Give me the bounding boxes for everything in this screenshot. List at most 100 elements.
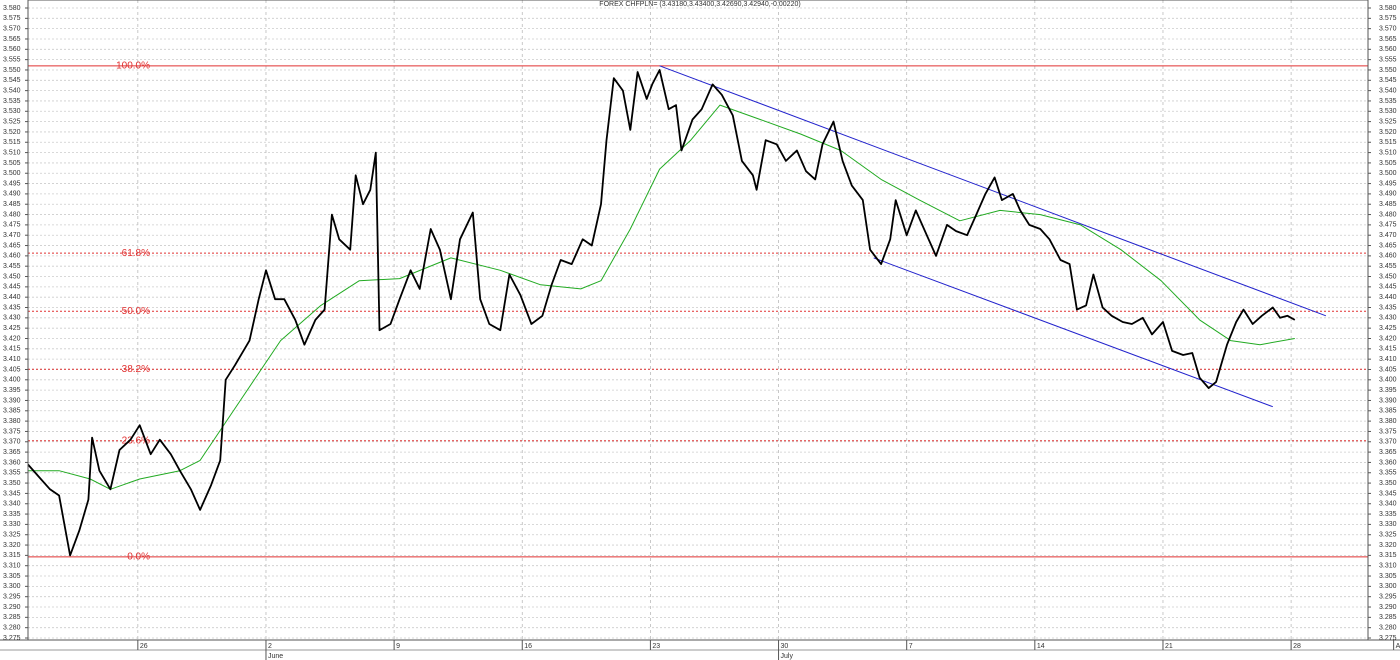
- y-tick-label: 3.575: [1379, 15, 1397, 22]
- y-tick-label: 3.535: [1379, 98, 1397, 105]
- y-tick-label: 3.400: [1379, 377, 1397, 384]
- y-tick-label: 3.360: [3, 459, 21, 466]
- y-tick-label: 3.465: [3, 242, 21, 249]
- y-tick-label: 3.380: [1379, 418, 1397, 425]
- y-tick-label: 3.510: [3, 149, 21, 156]
- y-tick-label: 3.285: [3, 614, 21, 621]
- y-tick-label: 3.275: [3, 635, 21, 642]
- y-tick-label: 3.420: [3, 335, 21, 342]
- y-tick-label: 3.295: [1379, 594, 1397, 601]
- y-tick-label: 3.545: [1379, 77, 1397, 84]
- level-label: 38.2%: [122, 364, 150, 375]
- y-tick-label: 3.475: [1379, 222, 1397, 229]
- level-label: 23.6%: [122, 435, 150, 446]
- x-tick-label: 30: [781, 643, 789, 650]
- y-tick-label: 3.580: [1379, 5, 1397, 12]
- y-tick-label: 3.280: [1379, 625, 1397, 632]
- y-tick-label: 3.295: [3, 594, 21, 601]
- y-tick-label: 3.465: [1379, 242, 1397, 249]
- y-tick-label: 3.425: [3, 325, 21, 332]
- y-tick-label: 3.325: [1379, 532, 1397, 539]
- y-tick-label: 3.555: [1379, 56, 1397, 63]
- y-tick-label: 3.460: [1379, 253, 1397, 260]
- y-tick-label: 3.475: [3, 222, 21, 229]
- y-tick-label: 3.325: [3, 532, 21, 539]
- y-tick-label: 3.450: [3, 273, 21, 280]
- y-tick-label: 3.540: [3, 87, 21, 94]
- y-tick-label: 3.485: [1379, 201, 1397, 208]
- y-tick-label: 3.405: [1379, 366, 1397, 373]
- y-tick-label: 3.385: [3, 408, 21, 415]
- series-line: [873, 257, 1273, 408]
- y-tick-label: 3.275: [1379, 635, 1397, 642]
- y-tick-label: 3.485: [3, 201, 21, 208]
- y-tick-label: 3.480: [3, 211, 21, 218]
- y-tick-label: 3.410: [3, 356, 21, 363]
- y-tick-label: 3.470: [1379, 232, 1397, 239]
- y-tick-label: 3.490: [3, 191, 21, 198]
- y-tick-label: 3.525: [1379, 118, 1397, 125]
- y-tick-label: 3.390: [3, 397, 21, 404]
- y-tick-label: 3.305: [3, 573, 21, 580]
- y-tick-label: 3.550: [1379, 67, 1397, 74]
- y-tick-label: 3.340: [1379, 501, 1397, 508]
- y-tick-label: 3.310: [3, 563, 21, 570]
- y-tick-label: 3.320: [3, 542, 21, 549]
- y-tick-label: 3.515: [3, 139, 21, 146]
- y-tick-label: 3.300: [1379, 583, 1397, 590]
- y-tick-label: 3.360: [1379, 459, 1397, 466]
- y-tick-label: 3.525: [3, 118, 21, 125]
- y-tick-label: 3.355: [1379, 470, 1397, 477]
- y-tick-label: 3.565: [1379, 36, 1397, 43]
- series-line: [659, 65, 1327, 317]
- y-tick-label: 3.375: [1379, 428, 1397, 435]
- y-tick-label: 3.510: [1379, 149, 1397, 156]
- y-tick-label: 3.315: [3, 552, 21, 559]
- month-label: June: [268, 653, 283, 660]
- y-tick-label: 3.420: [1379, 335, 1397, 342]
- y-tick-label: 3.355: [3, 470, 21, 477]
- y-tick-label: 3.455: [1379, 263, 1397, 270]
- y-tick-label: 3.350: [1379, 480, 1397, 487]
- y-tick-label: 3.385: [1379, 408, 1397, 415]
- level-label: 50.0%: [122, 306, 150, 317]
- y-tick-label: 3.490: [1379, 191, 1397, 198]
- y-tick-label: 3.470: [3, 232, 21, 239]
- y-tick-label: 3.550: [3, 67, 21, 74]
- y-tick-label: 3.350: [3, 480, 21, 487]
- chart-title: FOREX CHFPLN= (3.43180,3.43400,3.42690,3…: [599, 1, 800, 8]
- y-tick-label: 3.320: [1379, 542, 1397, 549]
- y-tick-label: 3.455: [3, 263, 21, 270]
- y-tick-label: 3.580: [3, 5, 21, 12]
- y-tick-label: 3.290: [3, 604, 21, 611]
- y-tick-label: 3.370: [1379, 439, 1397, 446]
- y-tick-label: 3.570: [1379, 25, 1397, 32]
- x-tick-label: 26: [140, 643, 148, 650]
- y-tick-label: 3.290: [1379, 604, 1397, 611]
- y-tick-label: 3.370: [3, 439, 21, 446]
- y-tick-label: 3.540: [1379, 87, 1397, 94]
- y-tick-label: 3.380: [3, 418, 21, 425]
- y-tick-label: 3.365: [1379, 449, 1397, 456]
- marks: 100.0% 61.8% 50.0% 38.2% 23.6% 0.0%: [27, 60, 1368, 562]
- series-line: [28, 104, 1295, 490]
- grid: [28, 0, 1368, 640]
- y-tick-label: 3.505: [3, 160, 21, 167]
- y-tick-label: 3.285: [1379, 614, 1397, 621]
- y-tick-label: 3.575: [3, 15, 21, 22]
- y-tick-label: 3.345: [3, 490, 21, 497]
- y-tick-label: 3.565: [3, 36, 21, 43]
- y-tick-label: 3.435: [3, 304, 21, 311]
- level-label: 100.0%: [116, 60, 150, 71]
- y-tick-label: 3.500: [1379, 170, 1397, 177]
- y-tick-label: 3.305: [1379, 573, 1397, 580]
- y-tick-label: 3.500: [3, 170, 21, 177]
- y-tick-label: 3.340: [3, 501, 21, 508]
- y-tick-label: 3.435: [1379, 304, 1397, 311]
- y-tick-label: 3.395: [1379, 387, 1397, 394]
- level-label: 61.8%: [122, 248, 150, 259]
- y-tick-label: 3.400: [3, 377, 21, 384]
- level-label: 0.0%: [127, 551, 150, 562]
